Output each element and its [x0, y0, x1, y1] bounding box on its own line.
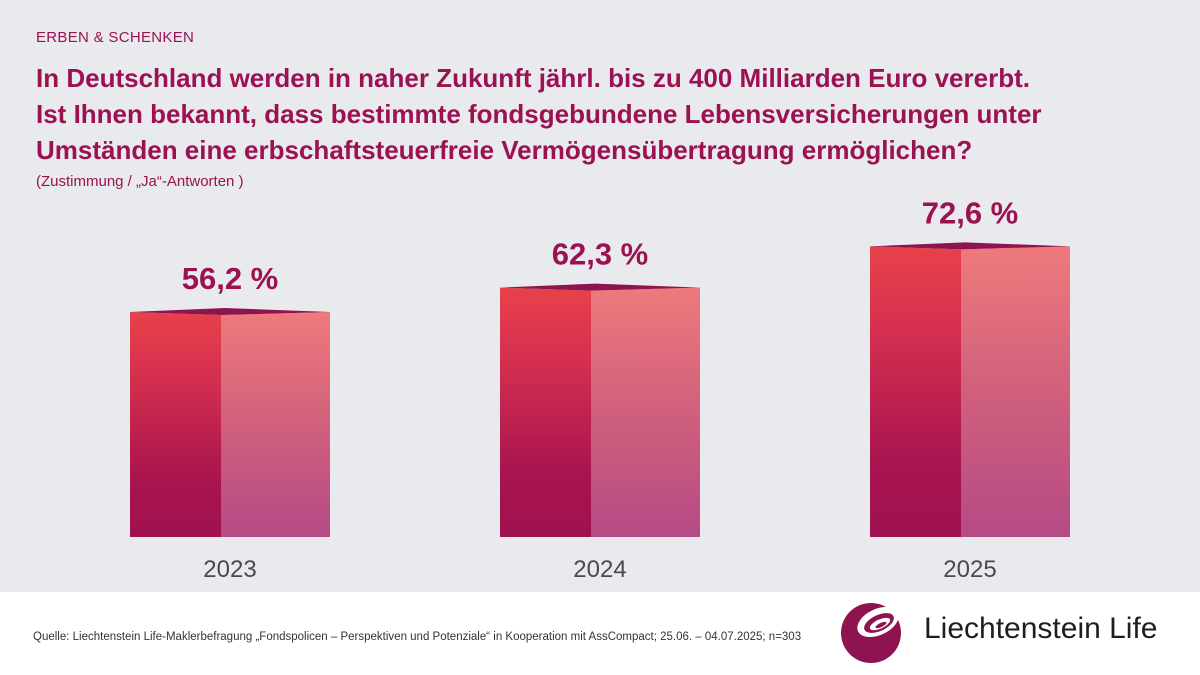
- source-note: Quelle: Liechtenstein Life-Maklerbefragu…: [33, 631, 802, 643]
- chart-title: In Deutschland werden in naher Zukunft j…: [36, 60, 1156, 168]
- bar-top-face: [500, 283, 700, 291]
- bar-side-face: [591, 287, 700, 537]
- value-label: 72,6 %: [922, 195, 1019, 230]
- bar-front-face: [130, 312, 221, 537]
- bar-2025: [870, 242, 1070, 537]
- labels-group: 56,2 % 2023 62,3 % 2024 72,6 % 2025: [182, 195, 1019, 583]
- bar-side-face: [221, 312, 330, 537]
- bar-front-face: [500, 287, 591, 537]
- sphere-logo-icon: [841, 603, 901, 663]
- bar-2024: [500, 283, 700, 537]
- bar-2023: [130, 308, 330, 537]
- title-line-3: Umständen eine erbschaftsteuerfreie Verm…: [36, 135, 973, 165]
- bars-group: [130, 242, 1070, 537]
- bar-chart: 56,2 % 2023 62,3 % 2024 72,6 % 2025: [130, 195, 1070, 583]
- value-label: 56,2 %: [182, 261, 279, 296]
- title-line-2: Ist Ihnen bekannt, dass bestimmte fondsg…: [36, 99, 1042, 129]
- chart-subtitle: (Zustimmung / „Ja“-Antworten ): [36, 173, 244, 190]
- bar-top-face: [870, 242, 1070, 250]
- x-tick-label: 2025: [943, 556, 996, 583]
- value-label: 62,3 %: [552, 237, 649, 272]
- x-tick-label: 2024: [573, 556, 626, 583]
- logo-wordmark: Liechtenstein Life: [924, 612, 1158, 645]
- bar-top-face: [130, 308, 330, 315]
- bar-front-face: [870, 246, 961, 537]
- title-line-1: In Deutschland werden in naher Zukunft j…: [36, 63, 1030, 93]
- x-tick-label: 2023: [203, 556, 256, 583]
- bar-side-face: [961, 246, 1070, 537]
- section-kicker: ERBEN & SCHENKEN: [36, 29, 195, 46]
